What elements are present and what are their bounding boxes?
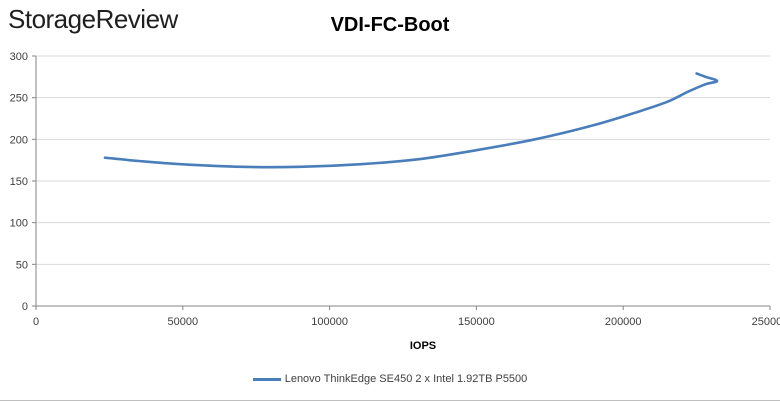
x-tick-label: 200000 xyxy=(605,316,642,328)
y-tick-label: 100 xyxy=(10,218,28,230)
legend: Lenovo ThinkEdge SE450 2 x Intel 1.92TB … xyxy=(0,373,780,385)
y-tick-label: 150 xyxy=(10,176,28,188)
x-tick-labels: 0 50000 100000 150000 200000 250000 xyxy=(33,316,780,328)
x-tick-label: 50000 xyxy=(168,316,199,328)
y-tick-label: 200 xyxy=(10,134,28,146)
y-tick-label: 50 xyxy=(16,259,28,271)
series-line xyxy=(103,72,719,169)
x-tick-label: 250000 xyxy=(752,316,780,328)
series-lines xyxy=(103,72,719,169)
y-tick-label: 0 xyxy=(22,301,28,313)
axes xyxy=(32,55,771,310)
legend-swatch xyxy=(252,377,281,381)
chart-title: VDI-FC-Boot xyxy=(330,14,450,36)
y-tick-labels: 0 50 100 150 200 250 300 xyxy=(10,51,28,313)
legend-label: Lenovo ThinkEdge SE450 2 x Intel 1.92TB … xyxy=(284,373,528,385)
y-tick-label: 250 xyxy=(10,93,28,105)
storagereview-logo: StorageReview xyxy=(8,4,178,34)
x-tick-label: 150000 xyxy=(458,316,495,328)
y-tick-label: 300 xyxy=(10,51,28,63)
x-tick-label: 0 xyxy=(33,316,39,328)
gridlines xyxy=(36,55,770,307)
x-axis-title: IOPS xyxy=(410,340,436,352)
x-tick-label: 100000 xyxy=(311,316,348,328)
